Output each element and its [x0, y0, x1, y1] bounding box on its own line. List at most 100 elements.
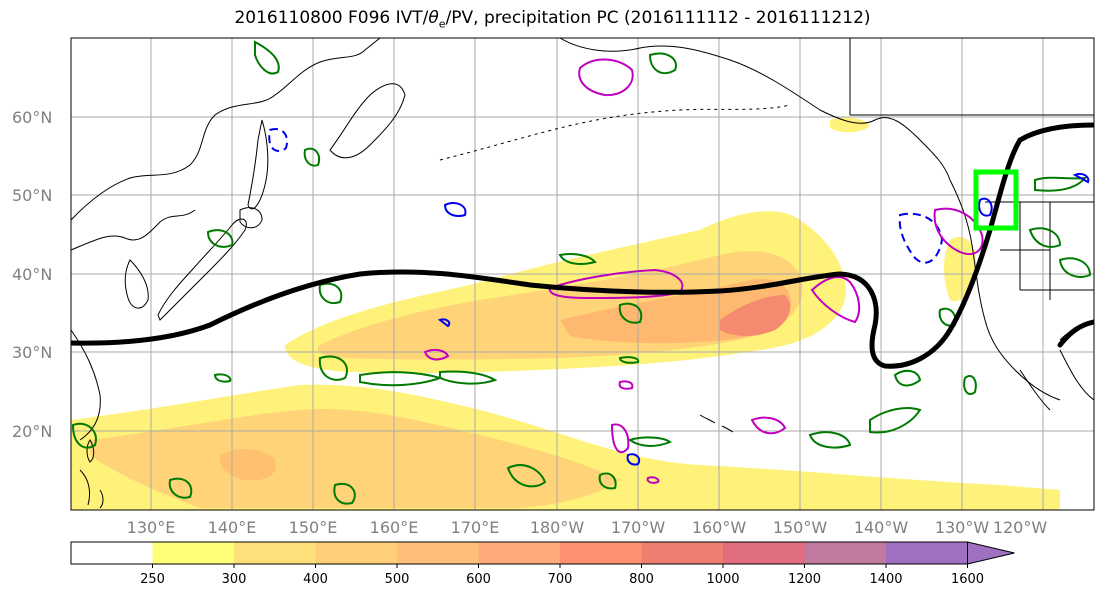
lon-label: 140°E: [208, 518, 257, 537]
colorbar-segment: [478, 542, 561, 564]
theta-contour: [933, 207, 984, 255]
pv-contour: [303, 147, 321, 167]
colorbar-segment: [641, 542, 724, 564]
theta-contour: [610, 423, 630, 454]
pv-contours: [71, 40, 1092, 505]
colorbar-tick-label: 1200: [788, 572, 821, 587]
target-region-box: [973, 169, 1019, 231]
lon-label: 130°E: [127, 518, 176, 537]
pv-contour: [869, 407, 922, 434]
lon-label: 180°W: [530, 518, 585, 537]
theta-e-contours: [423, 58, 984, 484]
lon-label: 160°E: [370, 518, 419, 537]
pv-contour: [318, 355, 348, 381]
latitude-labels: 60°N 50°N 40°N 30°N 20°N: [12, 108, 52, 441]
neg-contour-dashed: [898, 212, 944, 264]
colorbar-segment: [152, 542, 235, 564]
borders: [849, 38, 1094, 300]
pv-contour: [439, 370, 498, 385]
theta-contour: [750, 416, 787, 435]
asia-coast: [71, 38, 381, 221]
philippines: [79, 469, 104, 509]
colorbar-tick-label: 250: [140, 572, 165, 587]
lat-label: 60°N: [12, 108, 52, 127]
pv-contour: [506, 464, 547, 488]
colorbar-tick-label: 300: [222, 572, 247, 587]
colorbar-frame: [70, 541, 968, 565]
longitude-labels: 130°E 140°E 150°E 160°E 170°E 180°W 170°…: [127, 518, 1048, 537]
colorbar-tick-label: 1000: [706, 572, 739, 587]
interior-borders: [1000, 202, 1094, 300]
pv-contour: [168, 477, 193, 499]
coastlines: [71, 38, 1094, 509]
theta-contour: [578, 58, 634, 97]
neg-contour-dashed: [268, 128, 288, 152]
siberia-coast: [71, 209, 196, 251]
ivt-coast-patch: [944, 236, 976, 302]
japan: [157, 218, 247, 321]
colorbar-tick-label: 800: [629, 572, 654, 587]
colorbar: 250 300 400 500 600 700 800 1000 1200 1400 1600: [70, 541, 1015, 587]
pv-contour: [618, 356, 640, 364]
colorbar-segment: [315, 542, 398, 564]
theta-contour: [423, 348, 450, 361]
jet-line-main: [71, 122, 1094, 369]
pv-contour: [893, 369, 922, 387]
graticule: [71, 38, 1094, 510]
pv-contour: [333, 482, 356, 505]
lon-label: 140°W: [854, 518, 909, 537]
colorbar-segment: [804, 542, 887, 564]
title-theta: θ: [428, 8, 439, 28]
map-title: 2016110800 F096 IVT/θe/PV, precipitation…: [0, 8, 1105, 30]
pv-contour: [627, 436, 672, 447]
sakhalin: [247, 119, 269, 210]
ivt-plume-peak: [720, 295, 791, 336]
map-area: [71, 38, 1094, 510]
neg-contour: [1072, 172, 1090, 184]
theta-contour: [618, 380, 634, 390]
jet-line-east: [1057, 319, 1094, 348]
pv-contour: [254, 40, 280, 75]
pv-contour: [618, 302, 643, 324]
lat-label: 20°N: [12, 422, 52, 441]
kamchatka: [329, 83, 406, 159]
colorbar-tick-label: 1600: [951, 572, 984, 587]
title-subscript: e: [438, 17, 446, 31]
lon-label: 130°W: [935, 518, 990, 537]
colorbar-tick-label: 400: [303, 572, 328, 587]
colorbar-extend-arrow: [967, 541, 1015, 565]
ivt-band-subtropical-mid: [90, 409, 620, 508]
lon-label: 170°E: [451, 518, 500, 537]
pv-contour: [648, 52, 677, 75]
colorbar-segment: [397, 542, 479, 564]
pv-contour: [213, 373, 232, 383]
pv-contour: [1028, 227, 1062, 248]
ivt-sw-patch: [219, 448, 276, 481]
title-prefix: 2016110800 F096 IVT/: [234, 8, 429, 28]
title-suffix: /PV, precipitation PC (2016111112 - 2016…: [445, 8, 871, 28]
lon-label: 120°W: [993, 518, 1048, 537]
korea: [124, 259, 149, 309]
lat-label: 40°N: [12, 265, 52, 284]
colorbar-tick-label: 600: [466, 572, 491, 587]
theta-contour: [646, 476, 660, 484]
lon-label: 150°W: [773, 518, 828, 537]
colorbar-segment: [234, 542, 316, 564]
lat-label: 30°N: [12, 343, 52, 362]
ivt-shading: [71, 117, 1060, 510]
pv-contour: [71, 422, 97, 449]
negative-contours: [268, 128, 1090, 466]
alaska-coast: [559, 38, 951, 181]
colorbar-tick-label: 500: [385, 572, 410, 587]
pv-contour: [1058, 257, 1092, 278]
na-coast: [949, 179, 1061, 401]
colorbar-segment: [560, 542, 642, 564]
lon-label: 160°W: [692, 518, 747, 537]
jet-axis: [71, 122, 1094, 369]
colorbar-tick-label: 1400: [869, 572, 902, 587]
hawaii: [699, 414, 734, 433]
pv-contour: [598, 472, 617, 490]
lon-label: 150°E: [289, 518, 338, 537]
pv-contour: [808, 431, 852, 449]
lon-label: 170°W: [611, 518, 666, 537]
